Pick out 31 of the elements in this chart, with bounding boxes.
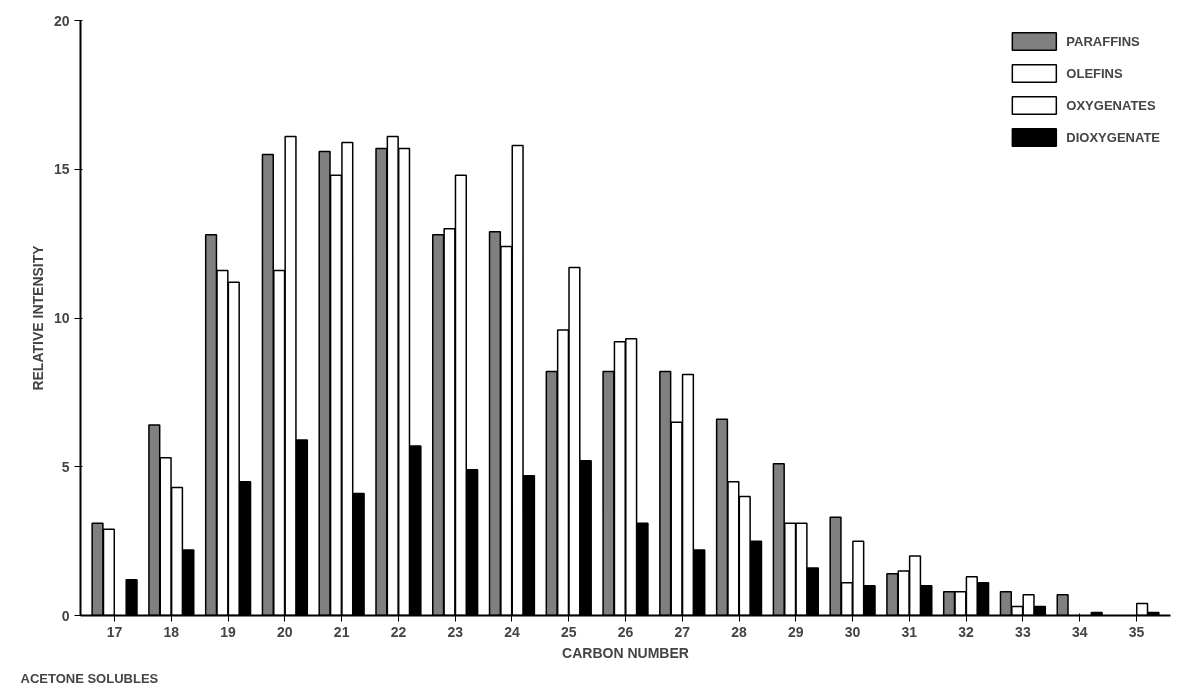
y-tick-label: 15	[53, 161, 70, 178]
x-tick-label: 34	[1071, 623, 1088, 640]
x-tick-label: 17	[106, 623, 123, 640]
x-tick-label: 18	[163, 623, 180, 640]
x-tick-label: 25	[560, 623, 577, 640]
x-tick-label: 33	[1015, 623, 1031, 640]
y-tick-label: 0	[61, 607, 70, 624]
x-tick-label: 24	[504, 623, 520, 640]
legend-label: PARAFFINS	[1066, 33, 1140, 49]
x-tick-label: 19	[220, 623, 237, 640]
x-tick-label: 28	[731, 623, 748, 640]
legend-label: OLEFINS	[1066, 65, 1123, 81]
x-tick-label: 32	[958, 623, 975, 640]
x-tick-label: 29	[788, 623, 804, 640]
text: ACETONE SOLUBLES	[20, 670, 159, 686]
y-tick-label: 20	[53, 12, 70, 29]
x-tick-label: 27	[674, 623, 691, 640]
y-tick-label: 5	[61, 458, 70, 475]
x-tick-label: 21	[333, 623, 350, 640]
x-tick-label: 35	[1128, 623, 1145, 640]
legend-label: OXYGENATES	[1066, 97, 1156, 113]
y-axis-title: RELATIVE INTENSITY	[29, 244, 46, 391]
legend-label: DIOXYGENATE	[1066, 129, 1160, 145]
x-tick-label: 22	[390, 623, 407, 640]
x-tick-label: 30	[844, 623, 861, 640]
x-tick-label: 23	[447, 623, 464, 640]
y-tick-label: 10	[53, 310, 70, 326]
x-axis-title: CARBON NUMBER	[562, 644, 689, 661]
x-tick-label: 20	[277, 623, 293, 640]
x-tick-label: 26	[617, 623, 634, 640]
x-tick-label: 31	[901, 623, 918, 640]
